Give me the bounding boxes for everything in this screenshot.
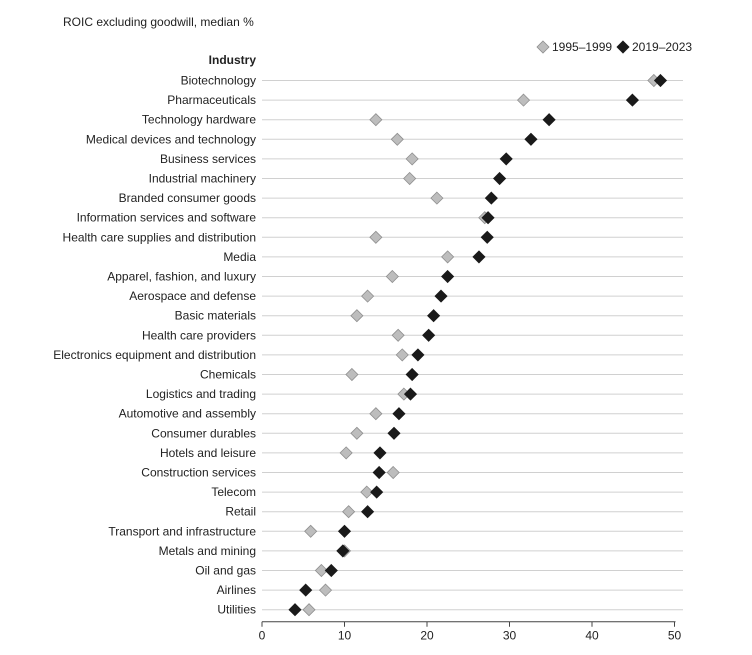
- category-label: Technology hardware: [142, 113, 256, 127]
- category-label: Construction services: [141, 466, 256, 480]
- marker-1995-1999: [350, 426, 364, 440]
- marker-1995-1999: [395, 348, 409, 362]
- marker-1995-1999: [360, 485, 374, 499]
- marker-2019-2023: [403, 387, 418, 401]
- marker-1995-1999: [361, 289, 375, 303]
- marker-1995-1999: [342, 505, 356, 519]
- category-label: Basic materials: [175, 309, 256, 323]
- legend-swatch: [616, 40, 630, 54]
- marker-2019-2023: [324, 563, 338, 578]
- marker-2019-2023: [653, 73, 668, 88]
- marker-2019-2023: [493, 171, 507, 186]
- marker-1995-1999: [302, 603, 316, 617]
- marker-2019-2023: [299, 583, 313, 597]
- legend-swatch: [536, 40, 550, 54]
- category-labels: Biotechnology Pharmaceuticals Technology h…: [53, 74, 256, 617]
- category-label: Health care providers: [142, 328, 256, 342]
- marker-2019-2023: [422, 328, 436, 342]
- x-tick-label: 0: [259, 629, 266, 643]
- category-axis-header: Industry: [209, 53, 257, 67]
- category-label: Metals and mining: [159, 544, 256, 558]
- marker-2019-2023: [288, 603, 302, 617]
- category-label: Information services and software: [77, 211, 257, 225]
- marker-2019-2023: [441, 269, 455, 284]
- category-label: Aerospace and defense: [129, 289, 256, 303]
- marker-2019-2023: [625, 93, 639, 107]
- x-tick-label: 30: [503, 629, 517, 643]
- marker-1995-1999: [304, 524, 318, 538]
- marker-2019-2023: [524, 132, 538, 146]
- marker-1995-1999: [345, 367, 359, 382]
- marker-1995-1999: [385, 269, 399, 284]
- marker-2019-2023: [336, 544, 350, 558]
- x-tick-label: 20: [420, 629, 434, 643]
- marker-1995-1999: [339, 446, 353, 460]
- category-label: Consumer durables: [151, 426, 256, 440]
- marker-2019-2023: [499, 152, 513, 166]
- marker-2019-2023: [481, 211, 495, 225]
- marker-2019-2023: [484, 191, 498, 205]
- category-label: Retail: [225, 505, 256, 519]
- marker-1995-1999: [369, 113, 383, 127]
- category-label: Apparel, fashion, and luxury: [107, 270, 256, 284]
- marker-2019-2023: [472, 250, 486, 264]
- marker-1995-1999: [369, 230, 383, 244]
- category-label: Utilities: [217, 603, 256, 617]
- category-label: Transport and infrastructure: [108, 524, 256, 538]
- category-label: Industrial machinery: [149, 172, 256, 186]
- marker-2019-2023: [373, 446, 387, 460]
- marker-2019-2023: [337, 524, 352, 538]
- x-tick-label: 10: [338, 629, 352, 643]
- marker-2019-2023: [370, 485, 384, 499]
- data-markers: [288, 73, 668, 617]
- category-label: Oil and gas: [195, 564, 256, 578]
- marker-2019-2023: [387, 426, 401, 440]
- category-label: Airlines: [217, 583, 256, 597]
- x-axis: 0 10 20 30 40 50: [259, 621, 682, 643]
- x-tick-label: 50: [668, 629, 682, 643]
- marker-2019-2023: [372, 465, 386, 480]
- marker-2019-2023: [427, 309, 441, 323]
- marker-2019-2023: [480, 230, 494, 244]
- marker-1995-1999: [350, 309, 364, 323]
- row-gridlines: [262, 80, 683, 611]
- marker-2019-2023: [434, 289, 448, 303]
- marker-1995-1999: [430, 191, 444, 205]
- marker-1995-1999: [314, 563, 328, 578]
- category-label: Chemicals: [200, 368, 256, 382]
- category-label: Hotels and leisure: [160, 446, 256, 460]
- marker-1995-1999: [318, 583, 333, 597]
- category-label: Health care supplies and distribution: [63, 230, 256, 244]
- category-label: Media: [223, 250, 256, 264]
- x-tick-label: 40: [585, 629, 599, 643]
- marker-2019-2023: [392, 407, 406, 421]
- category-label: Electronics equipment and distribution: [53, 348, 256, 362]
- marker-1995-1999: [441, 250, 455, 264]
- marker-2019-2023: [411, 348, 425, 362]
- category-label: Automotive and assembly: [119, 407, 256, 421]
- marker-2019-2023: [405, 367, 419, 382]
- marker-1995-1999: [516, 93, 531, 107]
- category-label: Business services: [160, 152, 256, 166]
- legend: 1995–1999 2019–2023: [536, 40, 692, 54]
- legend-label: 2019–2023: [632, 40, 692, 54]
- marker-1995-1999: [391, 328, 405, 342]
- category-label: Logistics and trading: [146, 387, 256, 401]
- marker-1995-1999: [386, 465, 400, 480]
- category-label: Medical devices and technology: [86, 132, 256, 146]
- marker-1995-1999: [369, 407, 383, 421]
- chart-title: ROIC excluding goodwill, median %: [63, 15, 254, 29]
- legend-label: 1995–1999: [552, 40, 612, 54]
- category-label: Biotechnology: [181, 74, 256, 88]
- category-label: Branded consumer goods: [119, 191, 256, 205]
- category-label: Pharmaceuticals: [167, 93, 256, 107]
- marker-2019-2023: [542, 113, 556, 127]
- category-label: Telecom: [211, 485, 256, 499]
- marker-1995-1999: [390, 132, 404, 146]
- marker-1995-1999: [405, 152, 419, 166]
- marker-1995-1999: [403, 171, 417, 186]
- marker-2019-2023: [361, 505, 375, 519]
